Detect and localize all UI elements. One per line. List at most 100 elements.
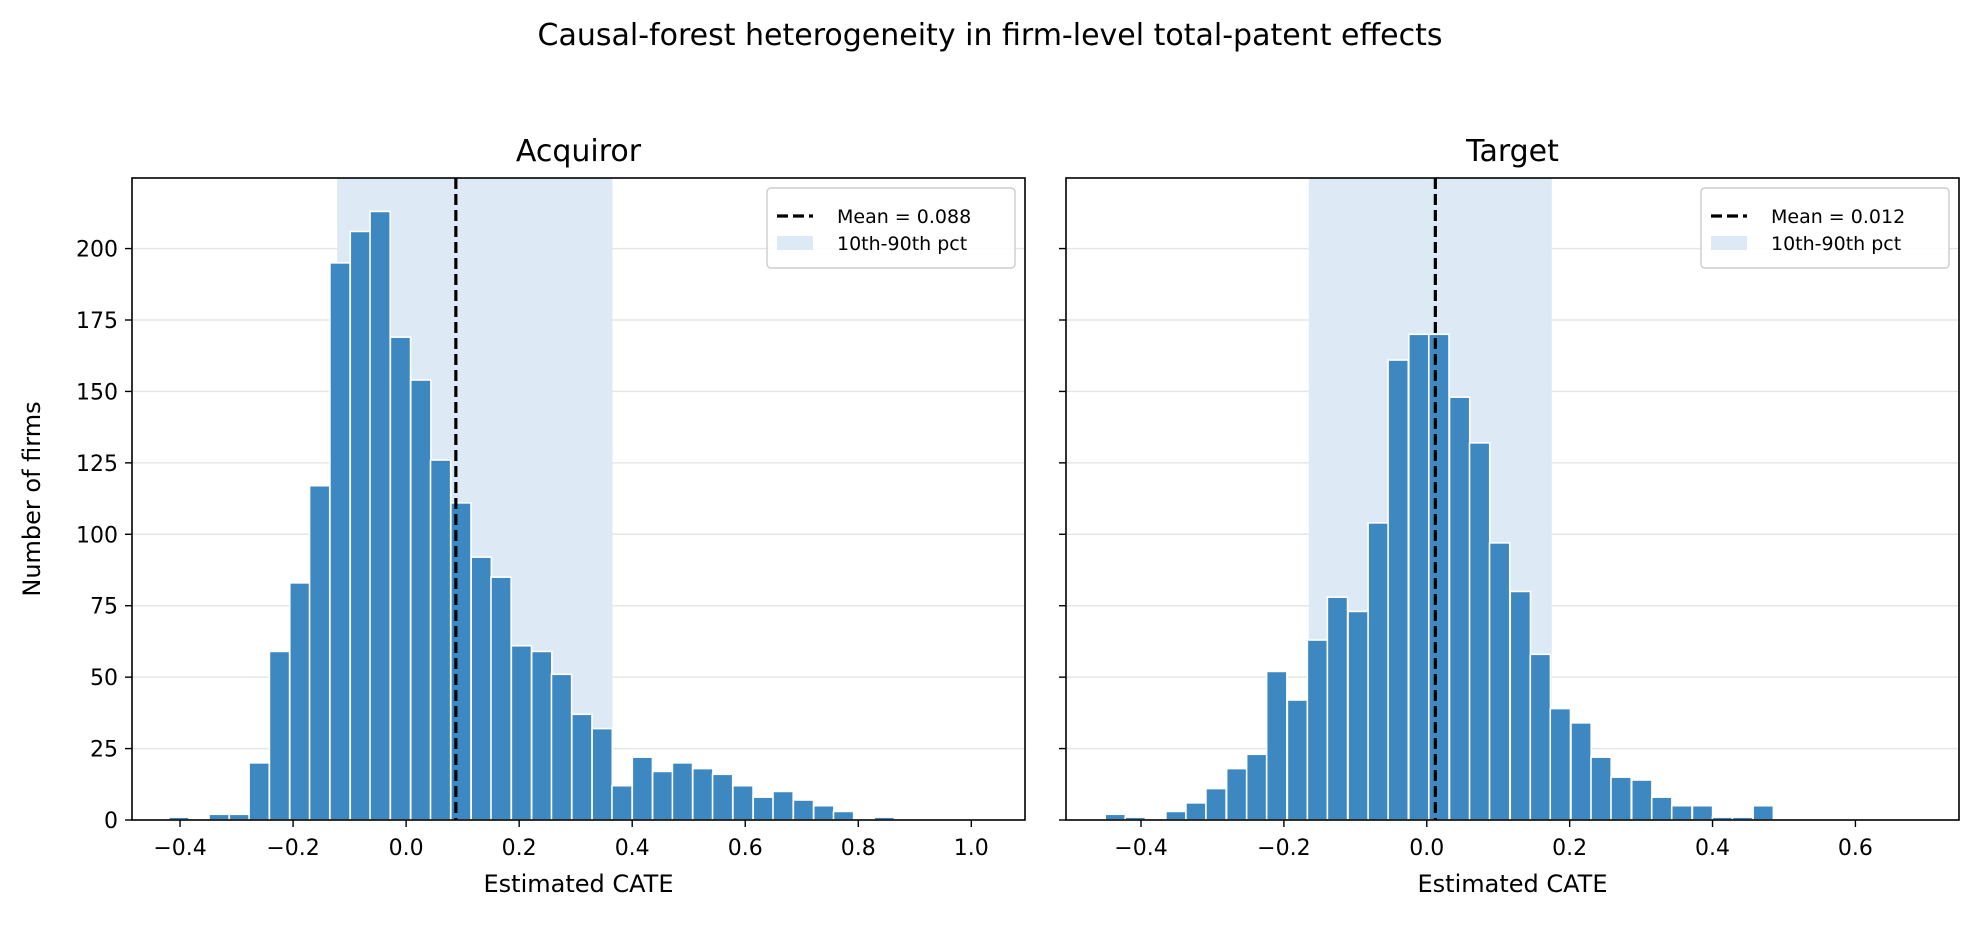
x-tick-label: 0.2 bbox=[502, 836, 537, 861]
histogram-bar bbox=[1265, 670, 1288, 821]
histogram-bar bbox=[208, 813, 230, 821]
histogram-bar bbox=[248, 762, 271, 821]
y-tick-label: 175 bbox=[76, 309, 118, 334]
legend-band-label: 10th-90th pct bbox=[837, 233, 967, 255]
histogram-bar bbox=[389, 336, 412, 821]
legend-band-swatch bbox=[777, 236, 813, 250]
histogram-bar bbox=[429, 459, 452, 821]
histogram-bar bbox=[631, 756, 654, 821]
legend-mean-label: Mean = 0.012 bbox=[1771, 206, 1905, 228]
histogram-bar bbox=[470, 556, 493, 821]
histogram-bar bbox=[308, 484, 331, 821]
histogram-bar bbox=[1245, 753, 1268, 821]
x-tick-label: 1.0 bbox=[954, 836, 989, 861]
x-tick-label: 0.0 bbox=[389, 836, 424, 861]
histogram-bar bbox=[611, 784, 633, 821]
histogram-bar bbox=[1670, 804, 1693, 821]
histogram-bar bbox=[1165, 810, 1187, 821]
histogram-bar bbox=[1408, 333, 1430, 821]
histogram-bar bbox=[1549, 707, 1572, 821]
histogram-bar bbox=[1488, 542, 1511, 821]
histogram-bar bbox=[450, 502, 472, 821]
histogram-bar bbox=[1185, 802, 1207, 821]
histogram-bar bbox=[1387, 359, 1410, 821]
histogram-bar bbox=[1570, 722, 1592, 821]
legend-band-swatch bbox=[1711, 236, 1747, 250]
x-tick-label: 0.4 bbox=[1695, 836, 1730, 861]
x-tick-label: 0.4 bbox=[615, 836, 650, 861]
histogram-bar bbox=[1752, 804, 1775, 821]
histogram-bar bbox=[691, 767, 714, 821]
histogram-bar bbox=[1286, 699, 1309, 821]
histogram-bar bbox=[1529, 653, 1552, 821]
histogram-bar bbox=[409, 379, 432, 821]
histogram-bar bbox=[651, 770, 674, 821]
histogram-bar bbox=[812, 804, 835, 821]
axes-frame bbox=[131, 177, 1026, 821]
x-tick-label: −0.4 bbox=[153, 836, 206, 861]
histogram-bar bbox=[1630, 779, 1653, 821]
legend-box bbox=[1700, 187, 1950, 269]
x-tick-label: 0.6 bbox=[728, 836, 763, 861]
histogram-bar bbox=[530, 650, 553, 821]
histogram-bar bbox=[792, 799, 815, 821]
x-axis-label: Estimated CATE bbox=[1417, 870, 1607, 898]
x-tick-label: −0.2 bbox=[1257, 836, 1310, 861]
histogram-bar bbox=[752, 796, 775, 821]
histogram-bar bbox=[711, 773, 734, 821]
histogram-bar bbox=[571, 713, 593, 821]
x-tick-label: 0.8 bbox=[841, 836, 876, 861]
x-tick-label: 0.0 bbox=[1409, 836, 1444, 861]
x-tick-label: −0.2 bbox=[266, 836, 319, 861]
histogram-bar bbox=[1347, 610, 1370, 821]
histogram-bar bbox=[1367, 522, 1390, 821]
histogram-bar bbox=[550, 673, 573, 821]
histogram-bar bbox=[832, 810, 855, 821]
histogram-bar bbox=[1225, 767, 1248, 821]
y-tick-label: 200 bbox=[76, 238, 118, 263]
y-axis-label: Number of firms bbox=[18, 401, 46, 596]
panels: −0.4 −0.2 0.0 0.2 0.4 0.6 0.8 1.0 0 25 50 75 100 125 1… bbox=[18, 134, 1960, 898]
y-tick-label: 25 bbox=[90, 738, 118, 763]
panel-title: Target bbox=[1465, 134, 1559, 169]
panel-target: −0.4 −0.2 0.0 0.2 0.4 0.6 Target Estimated CATE… bbox=[1059, 134, 1960, 898]
histogram-bar bbox=[1509, 590, 1532, 821]
histogram-bar bbox=[268, 650, 291, 821]
histogram-bar bbox=[1104, 813, 1127, 821]
histogram-bar bbox=[1428, 333, 1450, 821]
axes-frame bbox=[1065, 177, 1960, 821]
histogram-bar bbox=[1650, 796, 1673, 821]
histogram-bar bbox=[1205, 787, 1227, 821]
x-tick-label: 0.2 bbox=[1552, 836, 1587, 861]
histogram-bar bbox=[1448, 396, 1471, 821]
histogram-bar bbox=[1326, 596, 1349, 821]
histogram-bar bbox=[329, 262, 351, 821]
legend: Mean = 0.088 10th-90th pct bbox=[766, 187, 1016, 269]
y-tick-label: 0 bbox=[104, 809, 118, 834]
x-tick-label: 0.6 bbox=[1838, 836, 1873, 861]
legend-box bbox=[766, 187, 1016, 269]
histogram-bar bbox=[772, 790, 794, 821]
x-axis-label: Estimated CATE bbox=[483, 870, 673, 898]
histogram-bar bbox=[369, 210, 392, 821]
histogram-bar bbox=[510, 644, 533, 821]
panel-acquiror: −0.4 −0.2 0.0 0.2 0.4 0.6 0.8 1.0 0 25 50 75 100 125 1… bbox=[18, 134, 1026, 898]
y-tick-label: 125 bbox=[76, 452, 118, 477]
legend: Mean = 0.012 10th-90th pct bbox=[1700, 187, 1950, 269]
histogram-bar bbox=[288, 582, 311, 821]
histogram-bar bbox=[732, 784, 754, 821]
y-tick-label: 100 bbox=[76, 523, 118, 548]
histogram-bar bbox=[671, 762, 694, 821]
y-tick-label: 75 bbox=[90, 595, 118, 620]
histogram-bar bbox=[490, 576, 512, 821]
histogram-bar bbox=[1590, 756, 1612, 821]
figure-title: Causal-forest heterogeneity in firm-leve… bbox=[538, 18, 1443, 53]
histogram-bar bbox=[591, 727, 614, 821]
panel-title: Acquiror bbox=[516, 134, 642, 169]
histogram-bar bbox=[1610, 776, 1632, 821]
histogram-bar bbox=[1691, 804, 1714, 821]
legend-mean-label: Mean = 0.088 bbox=[837, 206, 971, 228]
histogram-bar bbox=[1306, 639, 1329, 821]
y-tick-label: 50 bbox=[90, 666, 118, 691]
